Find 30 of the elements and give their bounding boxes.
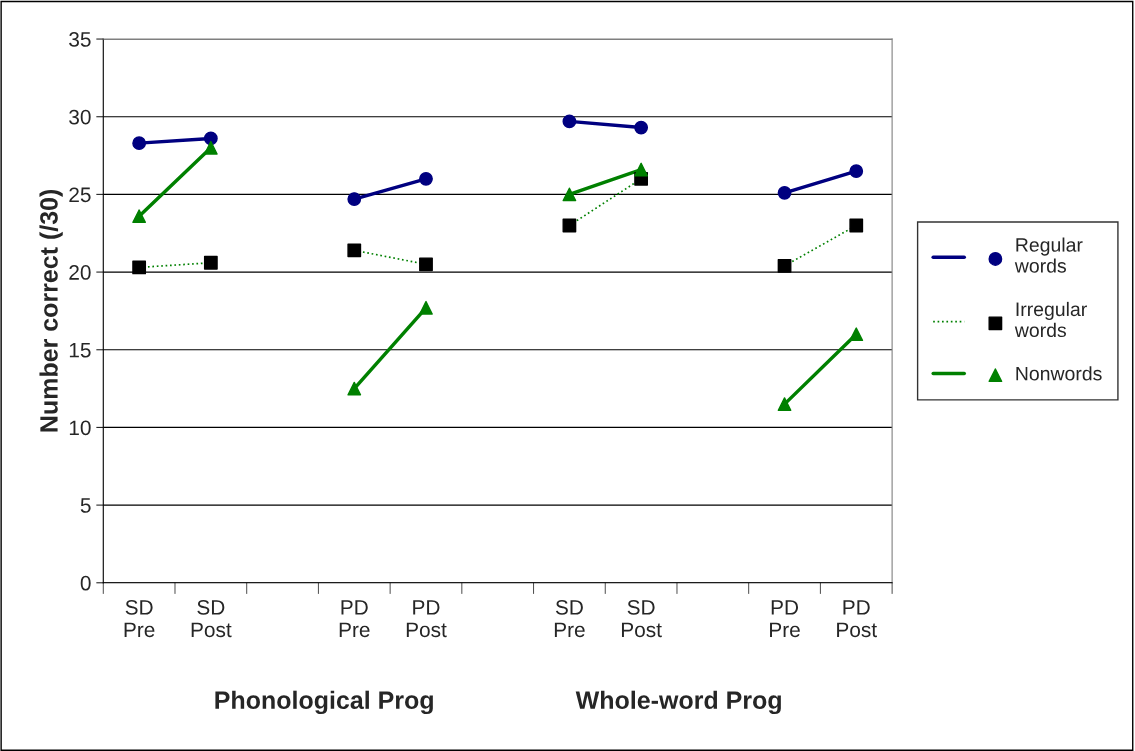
- y-tick-label: 5: [80, 498, 91, 513]
- point: [132, 209, 147, 224]
- x-tick-label: PD Post: [837, 600, 877, 638]
- text: Whole-word Prog: [575, 690, 781, 715]
- x-tick-label: SD Post: [621, 599, 662, 638]
- x-tick-label: PD Pre: [339, 600, 370, 638]
- text: Phonological Prog: [215, 690, 433, 715]
- y-axis-title: Number correct (/30): [39, 189, 63, 432]
- y-tick-label: 30: [69, 109, 91, 125]
- point: [562, 187, 577, 202]
- x-tick-label: SD Pre: [554, 599, 585, 638]
- x-tick-label: PD Pre: [770, 600, 800, 638]
- legend-label: Regular words: [1014, 237, 1083, 273]
- x-tick-label: PD Post: [406, 600, 447, 638]
- point: [419, 300, 433, 315]
- y-tick-label: 10: [69, 420, 91, 436]
- point: [634, 162, 649, 177]
- y-tick-label: 25: [69, 187, 91, 203]
- point: [777, 397, 792, 412]
- y-tick-label: 15: [69, 342, 91, 358]
- legend-label: Nonwords: [1016, 366, 1102, 381]
- y-tick-label: 20: [69, 265, 91, 280]
- point: [203, 140, 218, 155]
- x-tick-label: SD Pre: [124, 599, 155, 638]
- x-tick-label: SD Post: [191, 599, 232, 638]
- y-tick-label: 0: [80, 575, 91, 591]
- point: [849, 327, 864, 342]
- point: [347, 381, 362, 396]
- y-tick-label: 35: [69, 32, 91, 47]
- legend-label: Irregular words: [1014, 301, 1087, 338]
